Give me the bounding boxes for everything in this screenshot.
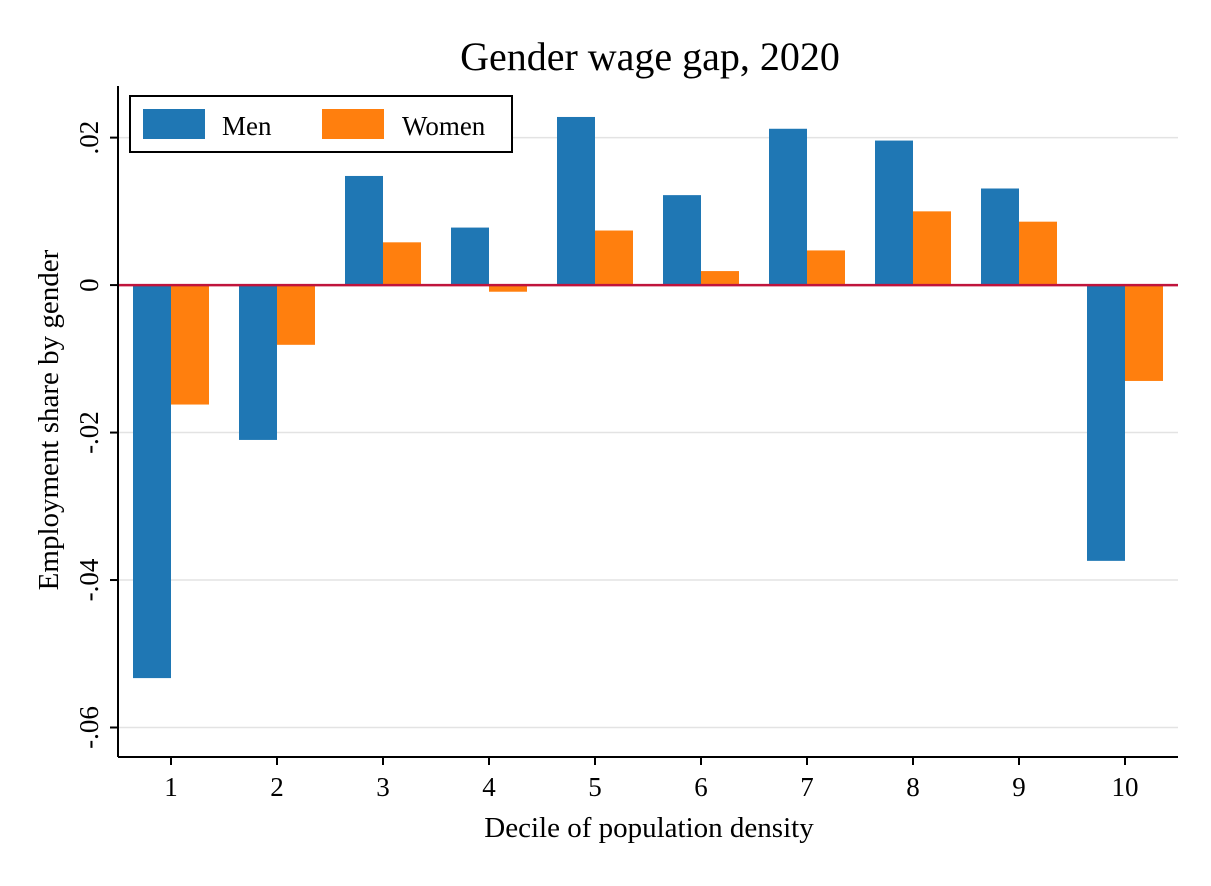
x-axis-label: Decile of population density [484,812,814,844]
bar-women-decile-1 [171,285,209,405]
bar-men-decile-8 [875,140,913,286]
legend-swatch-women [322,109,384,139]
axes [110,86,1178,765]
chart-title: Gender wage gap, 2020 [460,34,840,79]
y-tick-label: .02 [74,121,104,155]
y-tick-label: 0 [74,278,104,292]
bar-women-decile-10 [1125,285,1163,381]
bar-women-decile-2 [277,285,315,345]
x-tick-label: 3 [376,772,390,802]
x-tick-label: 9 [1012,772,1026,802]
bars [133,116,1163,679]
legend: Men Women [129,95,513,153]
bar-women-decile-9 [1019,221,1057,286]
x-tick-label: 6 [694,772,708,802]
bar-men-decile-2 [239,285,277,440]
bar-women-decile-3 [383,242,421,286]
bar-men-decile-7 [769,128,807,286]
x-tick-label: 5 [588,772,602,802]
bar-men-decile-1 [133,285,171,679]
x-tick-label: 4 [482,772,496,802]
legend-label-women: Women [402,111,486,141]
bar-men-decile-10 [1087,285,1125,561]
bar-men-decile-9 [981,188,1019,286]
x-tick-label: 1 [164,772,178,802]
y-axis-label: Employment share by gender [33,249,65,590]
bar-men-decile-4 [451,227,489,286]
bar-men-decile-5 [557,116,595,286]
legend-label-men: Men [222,111,272,141]
y-tick-label: -.02 [74,411,104,454]
bar-women-decile-7 [807,250,845,286]
x-tick-label: 10 [1112,772,1139,802]
x-tick-label: 2 [270,772,284,802]
y-tick-label: -.06 [74,706,104,749]
bar-women-decile-5 [595,230,633,286]
bar-men-decile-6 [663,195,701,286]
x-tick-label: 8 [906,772,920,802]
tick-labels: .02 0 -.02 -.04 -.06 1 2 3 4 5 6 7 8 9 10 [74,121,1139,802]
bar-men-decile-3 [345,175,383,286]
legend-swatch-men [143,109,205,139]
bar-women-decile-8 [913,211,951,286]
bar-women-decile-4 [489,285,527,292]
y-tick-label: -.04 [74,558,104,601]
x-tick-label: 7 [800,772,814,802]
bar-women-decile-6 [701,271,739,286]
